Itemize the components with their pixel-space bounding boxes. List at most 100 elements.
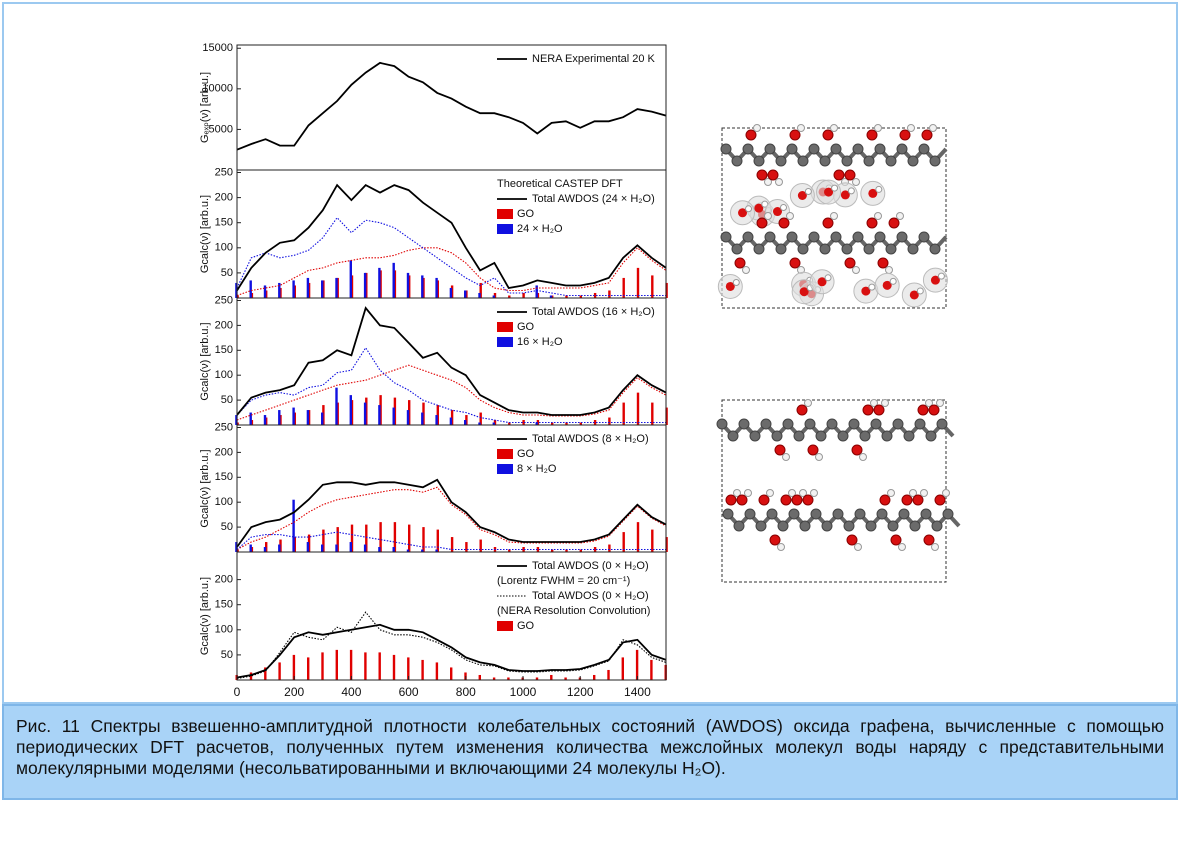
hydrogen [909, 489, 917, 497]
spike [478, 292, 481, 298]
carbon [742, 231, 754, 243]
spike [349, 260, 352, 298]
hydrogen [859, 453, 867, 461]
oxygen [851, 444, 863, 456]
carbon [863, 155, 875, 167]
oxygen [861, 286, 871, 296]
x-tick-label: 1000 [510, 685, 537, 699]
carbon [755, 520, 767, 532]
y-tick-label: 200 [215, 192, 233, 204]
carbon [863, 243, 875, 255]
y-axis-label: Gcalc(ν) [arb.u.] [199, 322, 211, 400]
spike [378, 405, 381, 425]
hydrogen [874, 212, 882, 220]
oxygen [899, 129, 911, 141]
hydrogen [775, 178, 783, 186]
spike [493, 292, 497, 298]
y-tick-label: 150 [215, 471, 233, 483]
carbon [727, 430, 739, 442]
spike [278, 410, 281, 425]
carbon [841, 155, 853, 167]
spike [622, 277, 625, 298]
carbon [782, 418, 794, 430]
spike [263, 415, 267, 425]
spike [651, 529, 654, 552]
spike [392, 654, 396, 680]
carbon [808, 231, 820, 243]
spike [306, 542, 310, 552]
hydrogen [936, 399, 944, 407]
carbon [918, 143, 930, 155]
spike [650, 659, 653, 680]
spike [393, 522, 397, 552]
oxygen [868, 188, 878, 198]
oxygen [778, 217, 790, 229]
spike [322, 280, 325, 298]
carbon [874, 231, 886, 243]
carbon [797, 243, 809, 255]
hydrogen [745, 205, 753, 213]
hydrogen [875, 185, 883, 193]
oxygen [862, 404, 874, 416]
oxygen [725, 494, 737, 506]
hydrogen [854, 543, 862, 551]
spike [535, 677, 539, 680]
legend-swatch [497, 464, 513, 474]
carbon [826, 418, 838, 430]
hydrogen [925, 399, 933, 407]
carbon [775, 243, 787, 255]
carbon [786, 231, 798, 243]
carbon [797, 155, 809, 167]
oxygen [807, 444, 819, 456]
spike [665, 407, 668, 425]
y-tick-label: 250 [215, 421, 233, 433]
oxygen [736, 494, 748, 506]
hydrogen [929, 124, 937, 132]
spike [621, 657, 624, 680]
hydrogen [942, 489, 950, 497]
carbon [799, 520, 811, 532]
spike [406, 410, 410, 425]
carbon [907, 243, 919, 255]
caption: Рис. 11 Спектры взвешенно-амплитудной пл… [2, 704, 1178, 800]
y-tick-label: 50 [221, 394, 233, 406]
spike [235, 415, 238, 425]
spike [478, 422, 481, 425]
spike [450, 667, 453, 680]
carbon [775, 155, 787, 167]
carbon [942, 508, 954, 520]
oxygen [797, 191, 807, 201]
hydrogen [885, 266, 893, 274]
spike [535, 285, 538, 298]
y-tick-label: 100 [215, 369, 233, 381]
carbon [720, 231, 732, 243]
oxygen [745, 129, 757, 141]
spike [349, 395, 352, 425]
spike [651, 402, 654, 425]
carbon [777, 520, 789, 532]
carbon [892, 418, 904, 430]
carbon [808, 143, 820, 155]
hydrogen [786, 212, 794, 220]
x-tick-label: 800 [456, 685, 476, 699]
figure-background [175, 18, 1005, 702]
oxygen [734, 257, 746, 269]
spike [593, 674, 596, 680]
carbon [749, 430, 761, 442]
spike [421, 412, 424, 425]
carbon [876, 508, 888, 520]
carbon [929, 243, 941, 255]
carbon [760, 418, 772, 430]
spike [651, 275, 654, 298]
spike [565, 422, 568, 425]
spike [622, 532, 625, 552]
spike [363, 272, 367, 298]
carbon [874, 143, 886, 155]
carbon [786, 143, 798, 155]
spike [349, 649, 353, 680]
hydrogen [907, 124, 915, 132]
line [236, 183, 667, 291]
oxygen [928, 404, 940, 416]
hydrogen [874, 124, 882, 132]
oxygen [909, 290, 919, 300]
